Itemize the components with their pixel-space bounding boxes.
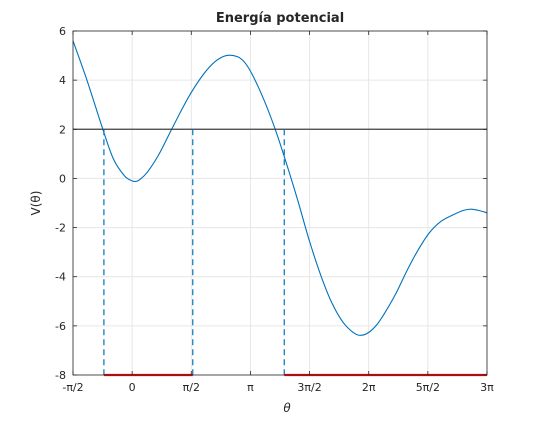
x-axis-label: θ [283, 401, 291, 415]
y-tick-label: 6 [59, 25, 66, 38]
y-tick-label: 2 [59, 123, 66, 136]
x-tick-label: 3π/2 [297, 381, 321, 394]
x-tick-label: 5π/2 [416, 381, 440, 394]
x-tick-label: 3π [480, 381, 494, 394]
y-tick-label: -4 [55, 271, 66, 284]
axes-frame [72, 30, 488, 376]
x-tick-label: 2π [362, 381, 376, 394]
axes-box [72, 30, 488, 376]
chart-title: Energía potencial [216, 11, 344, 26]
x-tick-label: π [247, 381, 254, 394]
y-tick-label: -8 [55, 369, 66, 382]
y-tick-label: 0 [59, 172, 66, 185]
y-axis-label: V(θ) [29, 191, 43, 216]
plot-area [73, 31, 487, 375]
y-tick-label: 4 [59, 74, 66, 87]
x-tick-label: π/2 [183, 381, 200, 394]
potential-energy-curve [72, 40, 488, 336]
x-tick-label: -π/2 [62, 381, 83, 394]
y-tick-label: -6 [55, 320, 66, 333]
y-tick-label: -2 [55, 222, 66, 235]
x-tick-label: 0 [129, 381, 136, 394]
ticks: -π/2 0 π/2 π 3π/2 2π 5π/2 3π -8 -6 -4 -2 0 2 4 6 [55, 25, 494, 394]
